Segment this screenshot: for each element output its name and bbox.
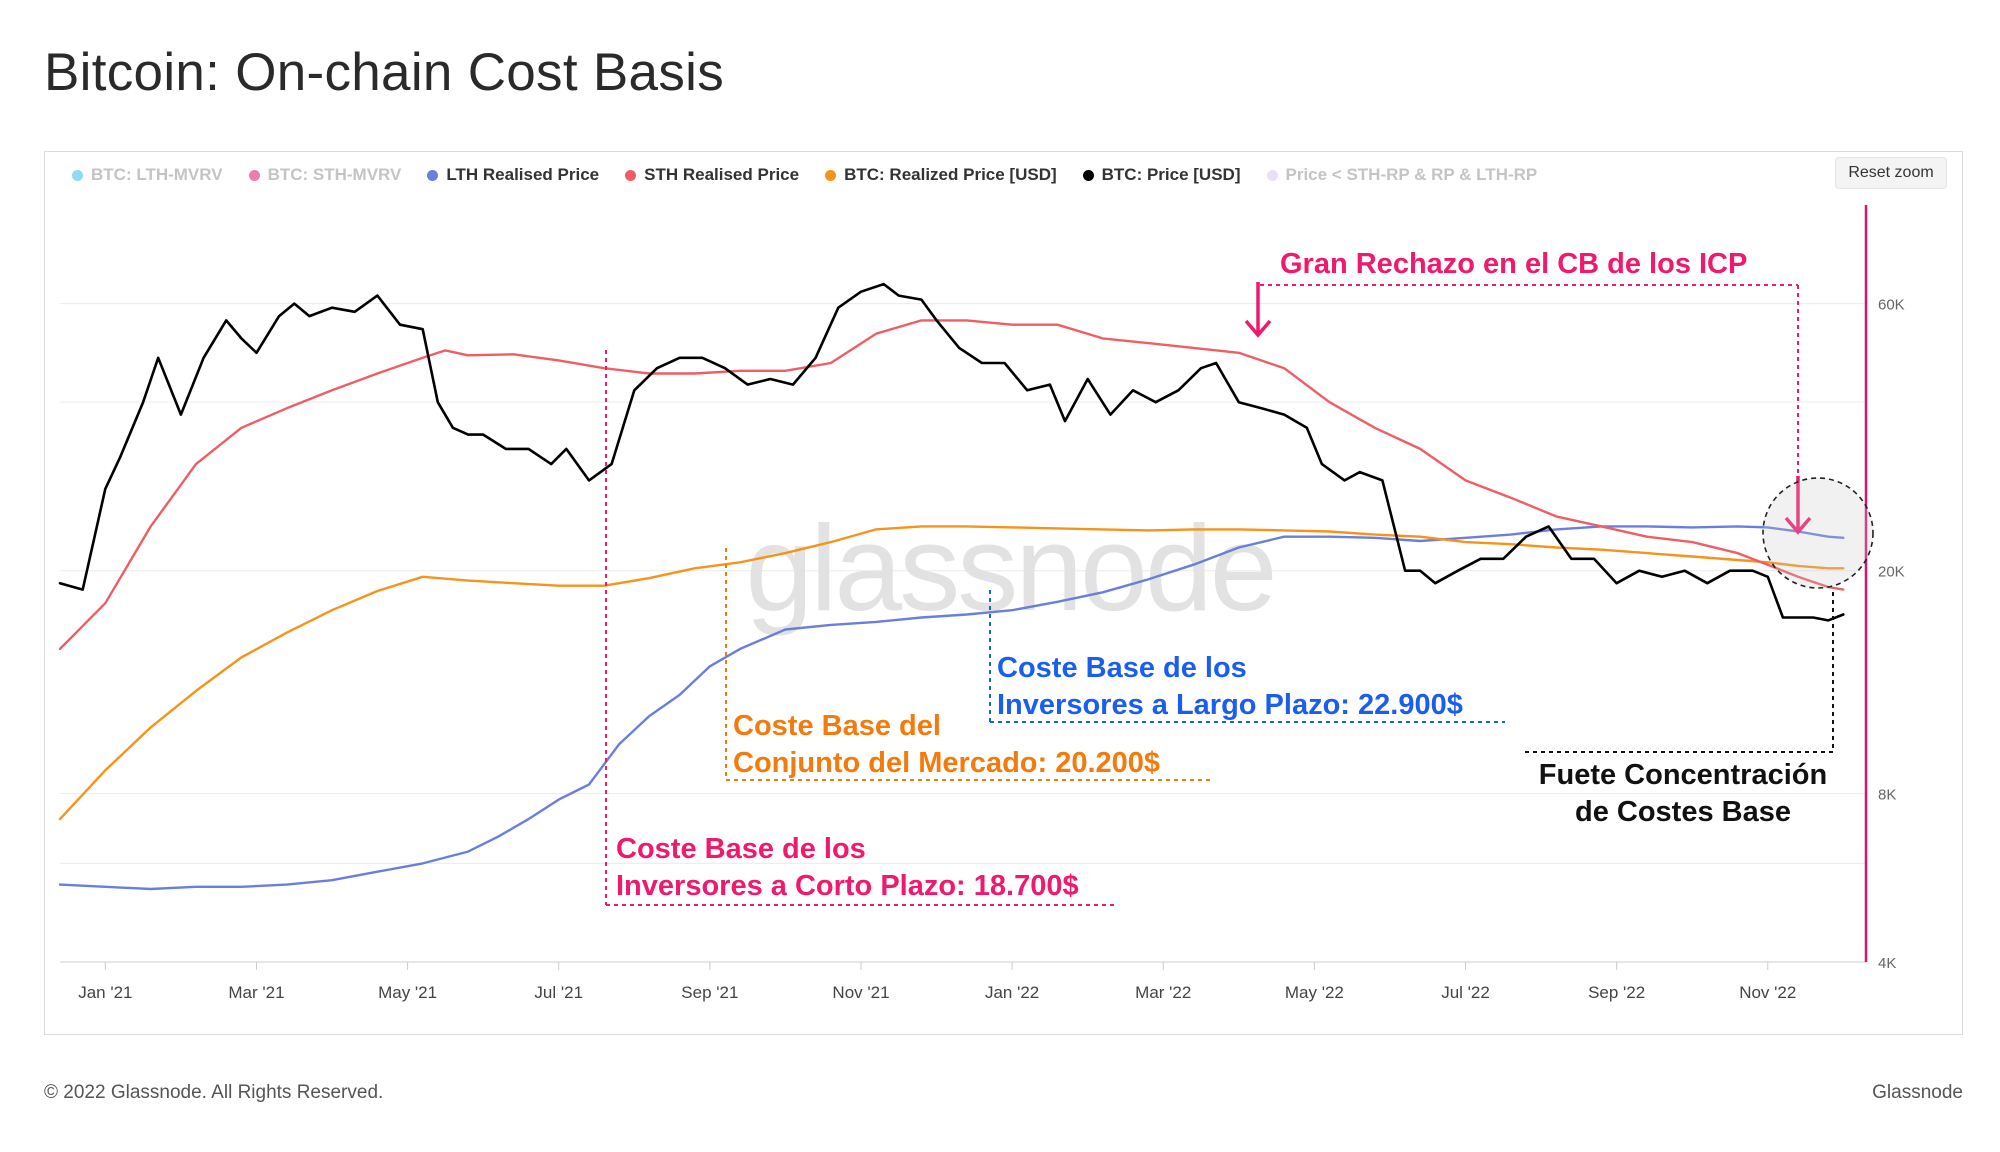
legend-dot-icon — [248, 169, 260, 181]
annotation-coste-corto-plazo: Coste Base de los Inversores a Corto Plaz… — [616, 833, 1079, 902]
legend-item-btc-sth-mvrv[interactable]: BTC: STH-MVRV — [248, 165, 402, 185]
legend-item-price-sth-rp-rp-lth-rp[interactable]: Price < STH-RP & RP & LTH-RP — [1266, 165, 1538, 185]
x-tick-label: Sep '21 — [681, 983, 738, 1002]
legend-label: LTH Realised Price — [446, 165, 600, 184]
legend-dot-icon — [1266, 169, 1278, 181]
annotation-text-line: Inversores a Largo Plazo: 22.900$ — [997, 689, 1463, 721]
legend-item-btc-lth-mvrv[interactable]: BTC: LTH-MVRV — [72, 165, 223, 185]
legend-dot-icon — [1082, 169, 1094, 181]
legend-item-lth-realised-price[interactable]: LTH Realised Price — [427, 165, 599, 185]
x-tick-label: May '22 — [1285, 983, 1344, 1002]
legend-label: Price < STH-RP & RP & LTH-RP — [1285, 165, 1538, 184]
annotation-text-line: Coste Base de los — [997, 652, 1247, 684]
legend-label: BTC: LTH-MVRV — [91, 165, 223, 184]
annotation-fuete-concentracion: Fuete Concentración de Costes Base — [1539, 759, 1827, 828]
legend-item-sth-realised-price[interactable]: STH Realised Price — [625, 165, 799, 185]
legend-item-btc-price-usd[interactable]: BTC: Price [USD] — [1082, 165, 1241, 185]
legend-dot-icon — [72, 169, 83, 181]
annotation-text-line: Inversores a Corto Plazo: 18.700$ — [616, 870, 1079, 902]
series-line-btc-price-usd — [58, 282, 1845, 622]
reset-zoom-button[interactable]: Reset zoom — [1835, 157, 1947, 189]
down-arrow-icon — [1244, 282, 1272, 338]
x-tick-label: Jan '21 — [78, 983, 132, 1002]
legend-label: STH Realised Price — [644, 165, 800, 184]
x-tick-label: Jan '22 — [985, 983, 1039, 1002]
highlight-circle — [1762, 477, 1874, 589]
annotation-text-line: Coste Base de los — [616, 833, 866, 865]
x-tick-label: Mar '22 — [1135, 983, 1191, 1002]
y-tick-label: 4K — [1878, 955, 1896, 972]
footer-brand: Glassnode — [1872, 1082, 1963, 1103]
axes: 4K 8K 20K 60K Jan '21 Mar '21 May '21 Jul '21 Se… — [60, 205, 1905, 1002]
legend-dot-icon — [427, 169, 439, 181]
y-tick-label: 60K — [1878, 297, 1905, 314]
annotation-coste-mercado: Coste Base del Conjunto del Mercado: 20.2… — [733, 710, 1160, 779]
legend-label: BTC: STH-MVRV — [267, 165, 402, 184]
annotation-text-line: Conjunto del Mercado: 20.200$ — [733, 747, 1160, 779]
chart-frame — [44, 151, 1963, 1035]
down-arrow-icon — [1784, 476, 1812, 535]
series-line-sth-realised-price — [58, 319, 1845, 651]
legend-dot-icon — [625, 169, 637, 181]
x-tick-label: Nov '21 — [832, 983, 889, 1002]
page-title: Bitcoin: On-chain Cost Basis — [44, 43, 725, 102]
annotation-text-line: de Costes Base — [1575, 796, 1791, 828]
annotation-text-line: Gran Rechazo en el CB de los ICP — [1280, 248, 1747, 280]
legend-dot-icon — [825, 169, 837, 181]
x-tick-label: Nov '22 — [1739, 983, 1796, 1002]
annotation-text-line: Coste Base del — [733, 710, 941, 742]
legend-label: BTC: Price [USD] — [1101, 165, 1241, 184]
x-tick-label: Jul '22 — [1441, 983, 1490, 1002]
footer-copyright: © 2022 Glassnode. All Rights Reserved. — [44, 1082, 384, 1103]
annotations: Gran Rechazo en el CB de los ICP Coste Ba… — [605, 248, 1874, 906]
series-lines — [58, 282, 1845, 891]
y-tick-label: 20K — [1878, 564, 1905, 581]
annotation-gran-rechazo: Gran Rechazo en el CB de los ICP — [1280, 248, 1747, 280]
y-tick-label: 8K — [1878, 786, 1896, 803]
x-tick-label: Sep '22 — [1588, 983, 1645, 1002]
legend-item-btc-realized-price-usd[interactable]: BTC: Realized Price [USD] — [825, 165, 1057, 185]
series-line-btc-realized-price-usd — [58, 525, 1845, 821]
x-tick-label: Mar '21 — [228, 983, 284, 1002]
annotation-coste-largo-plazo: Coste Base de los Inversores a Largo Plaz… — [997, 652, 1463, 721]
series-line-lth-realised-price — [58, 525, 1845, 891]
x-tick-label: May '21 — [378, 983, 437, 1002]
legend-label: BTC: Realized Price [USD] — [844, 165, 1057, 184]
annotation-text-line: Fuete Concentración — [1539, 759, 1827, 791]
watermark-logo: glassnode — [745, 500, 1274, 636]
x-tick-label: Jul '21 — [534, 983, 583, 1002]
chart-legend: BTC: LTH-MVRV BTC: STH-MVRV LTH Realised P… — [72, 165, 1537, 185]
